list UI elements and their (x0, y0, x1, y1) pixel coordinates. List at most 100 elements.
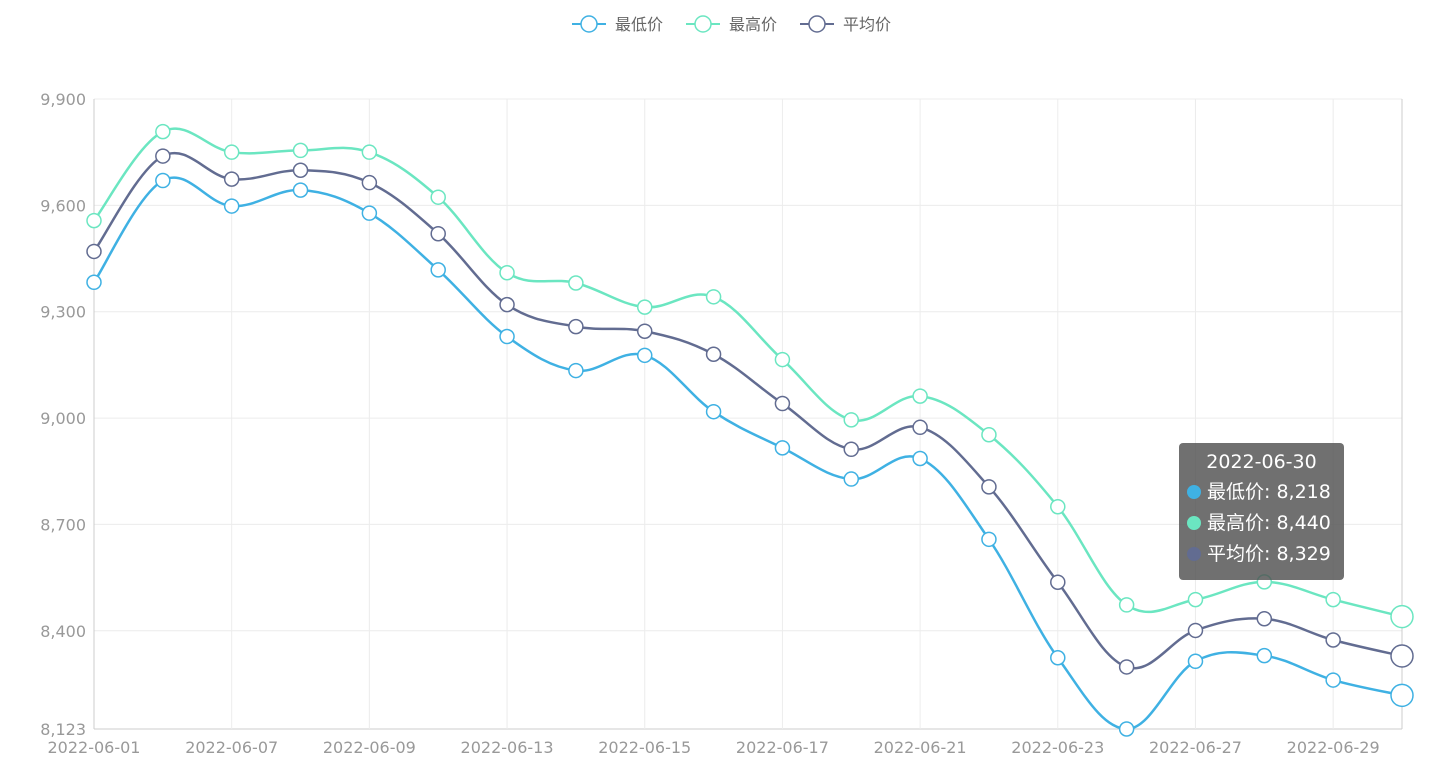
data-point[interactable] (981, 479, 997, 495)
legend-label: 最高价 (729, 15, 777, 34)
data-point[interactable] (636, 299, 653, 315)
legend-marker (694, 15, 712, 33)
series-0 (86, 172, 1414, 737)
data-point[interactable] (1390, 604, 1414, 629)
data-point[interactable] (1187, 622, 1204, 639)
data-point[interactable] (912, 419, 928, 436)
data-point[interactable] (568, 362, 584, 379)
data-point[interactable] (843, 441, 860, 458)
x-tick-label: 2022-06-21 (874, 738, 967, 757)
tooltip: 2022-06-30 最低价: 8,218 最高价: 8,440 平均价: 8,… (1179, 443, 1344, 580)
data-point[interactable] (1325, 672, 1341, 688)
data-point[interactable] (430, 189, 446, 205)
legend-item-2[interactable]: 平均价 (800, 15, 891, 34)
data-point[interactable] (155, 172, 171, 189)
data-point[interactable] (361, 174, 378, 191)
data-point[interactable] (705, 403, 722, 420)
y-tick-label: 8,700 (40, 515, 86, 534)
data-point[interactable] (86, 274, 102, 291)
data-point[interactable] (361, 205, 378, 221)
data-point[interactable] (912, 388, 928, 404)
legend-marker (808, 15, 826, 33)
x-tick-label: 2022-06-13 (461, 738, 554, 757)
data-point[interactable] (1118, 659, 1135, 675)
legend-label: 平均价 (843, 15, 891, 34)
x-tick-label: 2022-06-27 (1149, 738, 1242, 757)
tooltip-row-min: 最低价: 8,218 (1187, 477, 1344, 508)
y-tick-label: 9,300 (40, 303, 86, 322)
y-tick-label: 8,123 (40, 720, 86, 739)
data-point[interactable] (1390, 683, 1414, 708)
data-point[interactable] (499, 264, 515, 281)
data-point[interactable] (705, 289, 722, 305)
data-point[interactable] (1118, 597, 1135, 613)
grid-lines (93, 98, 1403, 730)
legend: 最低价 最高价 平均价 (572, 15, 891, 34)
data-point[interactable] (774, 351, 791, 368)
tooltip-dot-avg (1187, 547, 1201, 561)
legend-marker (580, 15, 598, 33)
series-2 (86, 148, 1414, 675)
x-tick-label: 2022-06-01 (48, 738, 141, 757)
data-point[interactable] (1050, 574, 1066, 590)
data-point[interactable] (292, 142, 309, 159)
x-tick-label: 2022-06-29 (1287, 738, 1380, 757)
data-point[interactable] (843, 412, 860, 428)
x-tick-label: 2022-06-15 (598, 738, 691, 757)
y-tick-label: 9,900 (40, 90, 86, 109)
data-point[interactable] (292, 182, 309, 198)
y-tick-label: 9,000 (40, 409, 86, 428)
legend-label: 最低价 (615, 15, 663, 34)
y-tick-label: 9,600 (40, 196, 86, 215)
data-point[interactable] (1118, 721, 1135, 737)
data-point[interactable] (1187, 653, 1204, 670)
data-point[interactable] (843, 471, 860, 487)
data-point[interactable] (568, 275, 584, 291)
tooltip-dot-min (1187, 485, 1201, 499)
data-point[interactable] (636, 323, 653, 339)
x-tick-label: 2022-06-23 (1011, 738, 1104, 757)
data-point[interactable] (361, 144, 378, 160)
data-point[interactable] (86, 212, 102, 229)
data-point[interactable] (430, 225, 446, 242)
data-point[interactable] (1325, 591, 1341, 608)
data-point[interactable] (223, 198, 240, 214)
data-point[interactable] (1256, 647, 1273, 664)
data-point[interactable] (1390, 644, 1414, 668)
series-line (92, 151, 1403, 670)
data-point[interactable] (223, 144, 240, 160)
data-point[interactable] (1050, 498, 1066, 515)
data-point[interactable] (86, 243, 102, 260)
legend-item-1[interactable]: 最高价 (686, 15, 777, 34)
data-point[interactable] (568, 318, 584, 335)
data-point[interactable] (499, 328, 515, 345)
x-tick-label: 2022-06-09 (323, 738, 416, 757)
data-point[interactable] (774, 395, 791, 412)
x-tick-label: 2022-06-17 (736, 738, 829, 757)
data-point[interactable] (1187, 591, 1204, 608)
data-point[interactable] (292, 162, 309, 179)
data-point[interactable] (636, 347, 653, 364)
data-point[interactable] (430, 262, 446, 278)
tooltip-row-max: 最高价: 8,440 (1187, 508, 1344, 539)
data-point[interactable] (1256, 610, 1273, 627)
series-layer (86, 123, 1414, 737)
tooltip-dot-max (1187, 516, 1201, 530)
data-point[interactable] (1325, 632, 1341, 648)
data-point[interactable] (499, 296, 515, 313)
data-point[interactable] (1050, 649, 1066, 666)
data-point[interactable] (912, 450, 928, 467)
data-point[interactable] (981, 426, 997, 443)
tooltip-label-max: 最高价: 8,440 (1207, 512, 1331, 534)
data-point[interactable] (155, 123, 171, 140)
series-1 (86, 123, 1414, 629)
data-point[interactable] (774, 440, 791, 456)
data-point[interactable] (223, 171, 240, 187)
data-point[interactable] (705, 346, 722, 363)
data-point[interactable] (155, 148, 171, 164)
legend-item-0[interactable]: 最低价 (572, 15, 663, 34)
tooltip-row-avg: 平均价: 8,329 (1187, 539, 1344, 570)
data-point[interactable] (981, 531, 997, 548)
y-tick-label: 8,400 (40, 622, 86, 641)
